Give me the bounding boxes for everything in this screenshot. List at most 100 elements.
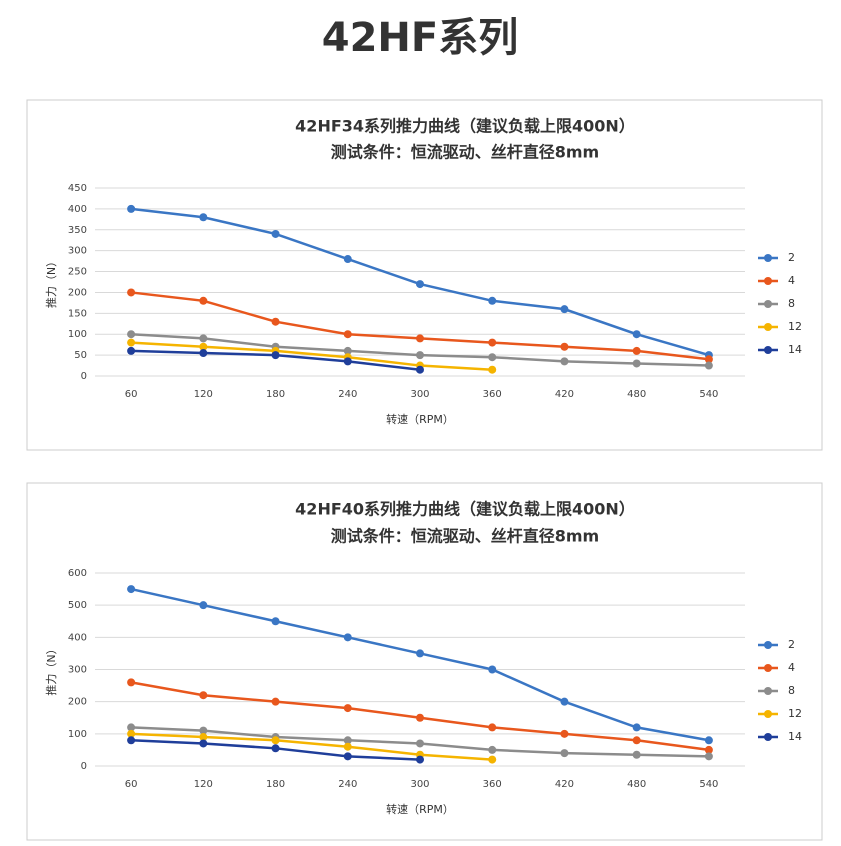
x-tick-label: 420 [555,389,574,400]
legend-dot [764,323,772,331]
chart-frame [26,99,823,451]
x-tick-label: 60 [125,779,138,790]
point [271,736,280,745]
point [343,346,352,355]
point [632,359,641,368]
x-tick-label: 180 [266,779,285,790]
series-line [131,732,493,761]
point [343,633,352,642]
legend-label: 12 [788,320,802,333]
point [343,742,352,751]
x-tick-label: 420 [555,779,574,790]
point [127,346,136,355]
legend-label: 4 [788,274,795,287]
point [271,617,280,626]
x-tick-label: 180 [266,389,285,400]
point [560,342,569,351]
point [343,357,352,366]
x-tick-label: 540 [699,389,718,400]
legend-dot [764,641,772,649]
point [343,736,352,745]
point [343,704,352,713]
legend-dot [764,254,772,262]
y-tick-label: 300 [68,246,87,257]
point [560,357,569,366]
y-tick-label: 100 [68,729,87,740]
legend-dot [764,710,772,718]
point [416,280,424,289]
y-tick-label: 50 [74,350,87,361]
point [271,697,280,706]
page-title: 42HF系列 [322,15,518,61]
point [416,713,424,722]
y-tick-label: 300 [68,665,87,676]
legend-dot [764,300,772,308]
x-tick-label: 360 [483,389,502,400]
point [704,736,713,745]
point [416,351,424,360]
point [127,338,136,347]
x-tick-label: 300 [410,779,429,790]
point [271,317,280,326]
y-tick-label: 450 [68,183,87,194]
series-line [131,341,493,371]
y-axis-label: 推力（N） [44,256,58,308]
legend-dot [764,733,772,741]
point [199,601,208,610]
legend-label: 14 [788,730,802,743]
point [632,346,641,355]
point [271,744,280,753]
y-tick-label: 200 [68,697,87,708]
y-tick-label: 0 [81,761,87,772]
y-tick-label: 400 [68,204,87,215]
legend-dot [764,664,772,672]
x-tick-label: 120 [194,389,213,400]
point [704,355,713,364]
point [271,229,280,238]
point [416,649,424,658]
y-tick-label: 200 [68,287,87,298]
point [416,739,424,748]
point [199,733,208,742]
point [488,338,497,347]
point [199,349,208,358]
point [127,585,136,594]
point [632,736,641,745]
y-tick-label: 100 [68,329,87,340]
y-tick-label: 150 [68,308,87,319]
x-tick-label: 540 [699,779,718,790]
point [199,739,208,748]
x-tick-label: 120 [194,779,213,790]
y-tick-label: 400 [68,632,87,643]
chart-title: 42HF34系列推力曲线（建议负载上限400N） [295,117,635,136]
legend-label: 14 [788,343,802,356]
x-tick-label: 60 [125,389,138,400]
point [199,296,208,305]
legend-label: 2 [788,638,795,651]
point [560,697,569,706]
point [343,330,352,339]
point [271,351,280,360]
point [343,255,352,264]
y-tick-label: 600 [68,568,87,579]
point [560,305,569,314]
point [560,729,569,738]
point [704,752,713,761]
point [199,342,208,351]
point [199,213,208,222]
x-tick-label: 480 [627,389,646,400]
point [416,755,424,764]
point [632,723,641,732]
point [416,365,424,374]
point [199,726,208,735]
point [127,723,136,732]
legend-label: 2 [788,251,795,264]
point [127,204,136,213]
y-tick-label: 500 [68,600,87,611]
x-axis-label: 转速（RPM） [386,802,454,816]
x-axis-label: 转速（RPM） [386,412,454,426]
point [632,330,641,339]
point [199,691,208,700]
point [704,745,713,754]
